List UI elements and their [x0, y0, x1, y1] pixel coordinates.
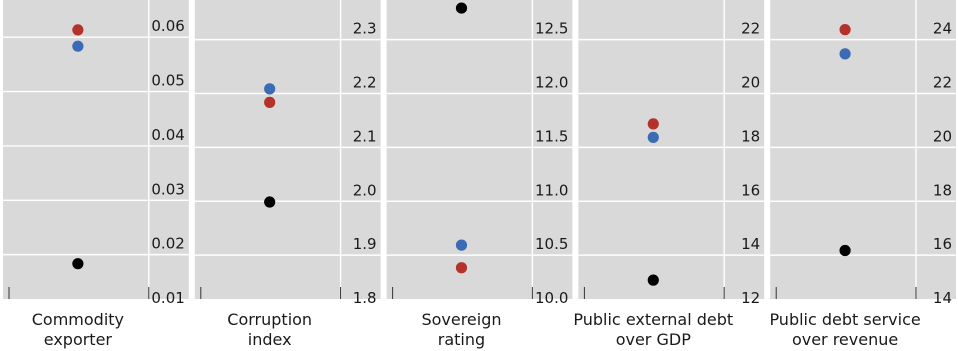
chart-panels: 0.06 0.05 0.04 0.03 0.02 0.01 Commodityexporte… [3, 0, 956, 349]
tick-label: 12.5 [535, 20, 568, 38]
data-point-red [72, 24, 84, 36]
tick-label: 2.2 [353, 74, 377, 92]
data-point-red [647, 118, 659, 130]
tick-label: 0.02 [151, 235, 184, 253]
category-label: over revenue [792, 330, 898, 349]
tick-label: 1.9 [353, 235, 377, 253]
tick-label: 2.1 [353, 127, 377, 145]
tick-label: 1.8 [353, 289, 377, 307]
tick-label: 0.04 [151, 126, 184, 144]
panel-background [578, 0, 765, 299]
category-label: Corruption [227, 310, 312, 329]
tick-label: 16 [933, 235, 952, 253]
panel-0: 0.06 0.05 0.04 0.03 0.02 0.01 Commodityexporte… [3, 0, 189, 349]
tick-label: 2.3 [353, 20, 377, 38]
category-label: Commodity [32, 310, 124, 329]
data-point-black [839, 244, 851, 257]
data-point-black [647, 274, 659, 286]
tick-label: 0.06 [151, 17, 184, 35]
tick-label: 16 [741, 181, 760, 199]
data-point-red [264, 96, 276, 108]
tick-label: 14 [741, 235, 760, 253]
tick-label: 10.5 [535, 235, 568, 253]
tick-label: 0.01 [151, 289, 184, 307]
data-point-red [839, 24, 851, 36]
tick-label: 11.5 [535, 127, 568, 145]
data-point-red [455, 262, 468, 274]
data-point-blue [264, 83, 276, 95]
tick-label: 24 [933, 20, 952, 38]
data-point-blue [839, 48, 851, 60]
data-point-black [72, 258, 84, 270]
category-label: index [248, 330, 292, 349]
tick-label: 0.05 [151, 72, 184, 90]
category-label: Sovereign [421, 310, 501, 329]
panel-background [386, 0, 573, 299]
data-point-black [455, 2, 468, 14]
tick-label: 12.0 [535, 74, 568, 92]
panel-background [3, 0, 189, 299]
category-label: rating [438, 330, 485, 349]
tick-label: 2.0 [353, 181, 377, 199]
tick-label: 20 [933, 127, 952, 145]
category-label: Public debt service [769, 310, 920, 329]
tick-label: 18 [741, 127, 760, 145]
panel-background [194, 0, 381, 299]
data-point-blue [72, 40, 84, 52]
data-point-black [264, 196, 276, 208]
category-label: over GDP [616, 330, 691, 349]
tick-label: 22 [741, 20, 760, 38]
tick-label: 0.03 [151, 180, 184, 198]
data-point-blue [647, 131, 659, 143]
tick-label: 11.0 [535, 181, 568, 199]
category-label: Public external debt [573, 310, 733, 329]
tick-label: 14 [933, 289, 952, 307]
tick-label: 22 [933, 74, 952, 92]
category-label: exporter [44, 330, 113, 349]
tick-label: 12 [741, 289, 760, 307]
panel-background [770, 0, 956, 299]
tick-label: 18 [933, 181, 952, 199]
data-point-blue [455, 239, 468, 251]
tick-label: 10.0 [535, 289, 568, 307]
tick-label: 20 [741, 74, 760, 92]
